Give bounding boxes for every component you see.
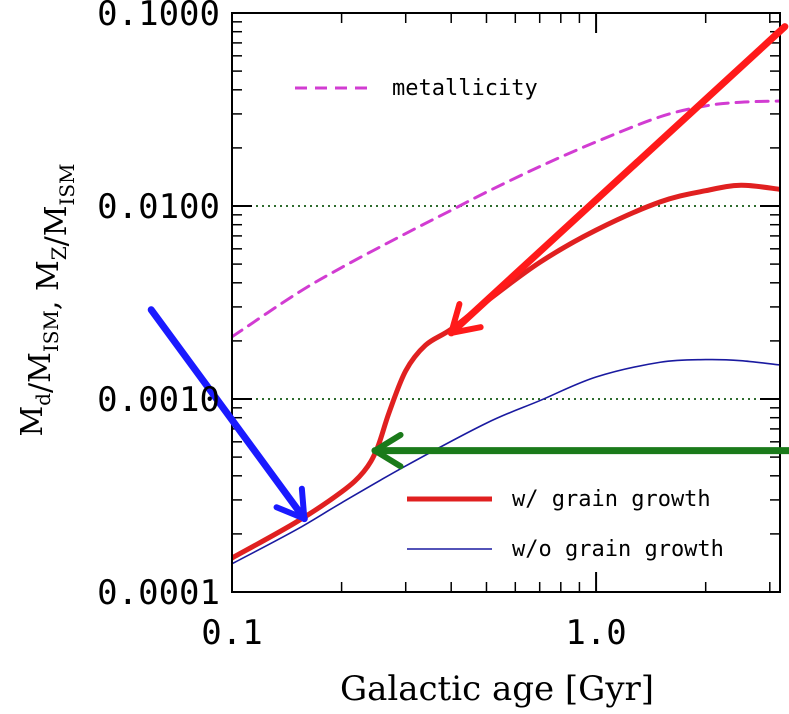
series-line-w-o-grain-growth [232, 358, 780, 565]
annotation-arrows [147, 23, 789, 523]
y-axis-title: Md/MISM, MZ/MISM [15, 163, 79, 436]
annotation-arrow-head [448, 301, 484, 336]
plot-frame [231, 12, 781, 593]
y-tick-label: 0.0001 [97, 573, 220, 613]
y-tick-label: 0.1000 [97, 0, 220, 34]
x-tick-label: 1.0 [565, 613, 626, 653]
annotation-arrow-head [273, 485, 308, 522]
series-group [232, 99, 780, 565]
series-line-w-grain-growth [232, 182, 780, 561]
legend-label: metallicity [392, 76, 538, 101]
axis-labels: 0.0001 0.0010 0.0100 0.1000 0.1 1.0 Galactic a… [15, 0, 654, 709]
legend-label: w/o grain growth [512, 537, 724, 562]
y-tick-label: 0.0010 [97, 380, 220, 420]
legend-label: w/ grain growth [512, 487, 711, 512]
annotation-arrow-head [371, 431, 404, 470]
annotation-arrow-shaft [147, 306, 308, 523]
x-tick-label: 0.1 [201, 613, 262, 653]
x-axis-title: Galactic age [Gyr] [340, 669, 654, 709]
legend: metallicity w/ grain growth w/o grain grow… [295, 76, 724, 562]
y-tick-label: 0.0100 [97, 187, 220, 227]
reference-lines [232, 205, 780, 400]
annotation-arrow-shaft [447, 23, 789, 337]
axes [231, 12, 781, 593]
series-line-metallicity [232, 99, 780, 339]
